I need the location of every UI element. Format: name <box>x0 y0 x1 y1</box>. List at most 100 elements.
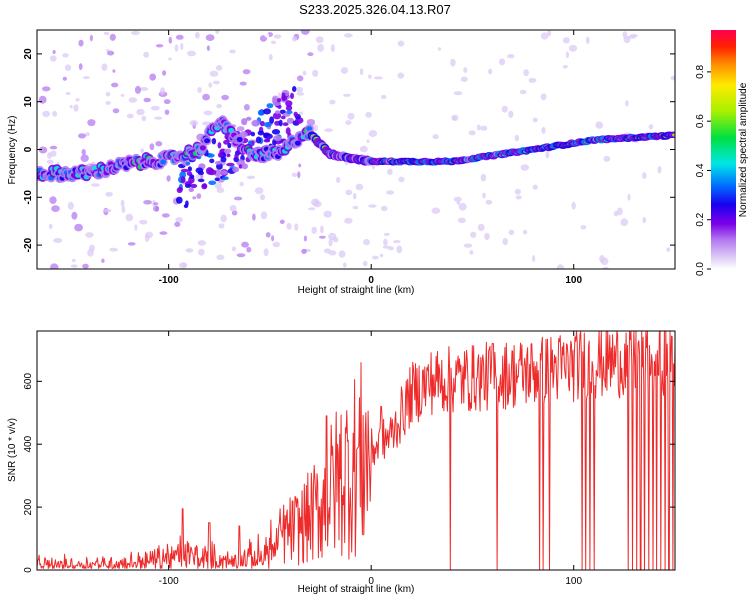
spectrogram-noise-cell <box>231 210 238 216</box>
spectrogram-noise-cell <box>482 192 486 199</box>
spectrogram-noise-cell <box>458 202 467 211</box>
spectrogram-noise-cell <box>352 192 357 200</box>
spectrogram-noise-cell <box>202 121 211 126</box>
spectrogram-noise-cell <box>620 218 629 227</box>
spectrogram-branch-cell <box>197 170 204 176</box>
spectrogram-noise-cell <box>383 232 390 236</box>
spectrogram-noise-cell <box>145 231 154 239</box>
spectrogram-noise-cell <box>602 266 609 269</box>
spectrogram-ridge-cell <box>204 138 211 144</box>
spectrogram-noise-cell <box>127 242 136 246</box>
spectrogram-noise-cell <box>174 44 179 52</box>
snr-frame <box>36 330 676 571</box>
spectrogram-noise-cell <box>203 110 213 116</box>
spectrogram-noise-cell <box>302 70 307 76</box>
colorbar-label: Normalized spectral amplitude <box>738 82 749 217</box>
spectrogram-noise-cell <box>585 36 590 44</box>
spectrogram-noise-cell <box>312 69 319 77</box>
spectrogram-noise-cell <box>398 176 405 183</box>
colorbar-gradient <box>711 30 736 269</box>
spectrogram-branch-cell <box>251 119 260 127</box>
spectrogram-branch-cell <box>178 187 183 192</box>
spectrogram-noise-cell <box>453 91 463 96</box>
spectrogram-noise-cell <box>528 77 537 83</box>
spectrogram-noise-cell <box>70 264 78 268</box>
spectrogram-noise-cell <box>78 63 83 70</box>
spectrogram-branch-cell <box>286 110 293 114</box>
spectrogram-noise-cell <box>260 211 268 220</box>
spectrogram-noise-cell <box>136 108 145 116</box>
spectrogram-noise-cell <box>600 257 609 266</box>
spectrogram-noise-cell <box>630 33 638 38</box>
spectrogram-noise-cell <box>141 115 147 122</box>
spectrogram-branch-cell <box>279 109 286 115</box>
spectrogram-branch-cell <box>280 115 286 120</box>
spectrogram-noise-cell <box>333 237 339 243</box>
snr-ylabel: SNR (10 * v/v) <box>7 418 18 482</box>
spectrogram-noise-cell <box>344 33 353 38</box>
colorbar-tick-label: 0.4 <box>695 163 706 177</box>
spectrogram-noise-cell <box>271 235 275 242</box>
spectrogram-noise-cell <box>386 190 395 195</box>
spectrogram-noise-cell <box>387 168 393 175</box>
spectrogram-branch-cell <box>282 122 289 127</box>
spectrogram-branch-cell <box>214 160 223 165</box>
spectrogram-noise-cell <box>329 99 336 105</box>
spectrogram-branch-cell <box>265 137 271 142</box>
y-tick-label: 10 <box>23 96 34 108</box>
figure-title: S233.2025.326.04.13.R07 <box>299 2 451 17</box>
spectrogram-branch-cell <box>238 164 243 169</box>
spectrogram-noise-cell <box>484 232 490 241</box>
spectrogram-noise-cell <box>270 40 277 45</box>
spectrogram-noise-cell <box>155 205 159 212</box>
spectrogram-noise-cell <box>74 223 83 232</box>
spectrogram-noise-cell <box>568 44 578 52</box>
spectrogram-noise-cell <box>134 85 142 94</box>
spectrogram-noise-cell <box>221 94 230 101</box>
spectrogram-noise-cell <box>180 42 184 51</box>
spectrogram-branch-cell <box>184 183 192 188</box>
y-tick-label: -20 <box>23 237 34 252</box>
spectrogram-branch-cell <box>257 130 265 136</box>
spectrogram-ridge-cell <box>306 126 313 132</box>
spectrogram-branch-cell <box>216 163 223 170</box>
snr-series-line <box>37 331 675 570</box>
spectrogram-noise-cell <box>243 104 250 111</box>
spectrogram-noise-cell <box>307 52 314 57</box>
spectrogram-noise-cell <box>236 253 246 258</box>
spectrogram-noise-cell <box>159 87 166 95</box>
spectrogram-noise-cell <box>374 66 381 70</box>
spectrogram-noise-cell <box>206 45 210 51</box>
spectrogram-noise-cell <box>522 229 528 235</box>
spectrogram-noise-cell <box>48 223 53 230</box>
spectrogram-noise-cell <box>215 65 223 71</box>
spectrogram-noise-cell <box>502 238 509 246</box>
spectrogram-noise-cell <box>239 181 244 187</box>
spectrogram-noise-cell <box>368 204 377 208</box>
y-tick-label: -10 <box>23 190 34 205</box>
spectrogram-noise-cell <box>625 100 629 107</box>
spectrogram-branch-cell <box>223 148 232 154</box>
spectrogram-noise-cell <box>215 30 220 34</box>
snr-panel: -100 0 100 0 200 400 600 Height of straight li… <box>7 330 676 595</box>
spectrogram-noise-cell <box>159 231 168 235</box>
x-tick-label: 0 <box>368 275 374 286</box>
spectrogram-branch-cell <box>255 136 262 144</box>
spectrogram-noise-cell <box>107 50 115 56</box>
spectrogram-noise-cell <box>71 211 78 220</box>
spectrogram-noise-cell <box>65 91 71 96</box>
spectrogram-noise-cell <box>51 205 60 213</box>
spectrogram-noise-cell <box>111 82 119 88</box>
spectrogram-noise-cell <box>197 87 202 93</box>
spectrogram-branch-cell <box>218 152 223 158</box>
spectrogram-noise-cell <box>347 112 355 120</box>
spectrogram-noise-cell <box>197 240 207 246</box>
x-tick-label: 0 <box>368 576 374 587</box>
spectrogram-noise-cell <box>105 91 111 97</box>
spectrogram-noise-cell <box>622 31 628 39</box>
spectrogram-noise-cell <box>355 183 364 191</box>
spectrogram-noise-cell <box>162 70 167 76</box>
spectrogram-noise-cell <box>387 246 394 251</box>
spectrogram-noise-cell <box>507 54 515 59</box>
spectrogram-branch-cell <box>245 116 252 121</box>
